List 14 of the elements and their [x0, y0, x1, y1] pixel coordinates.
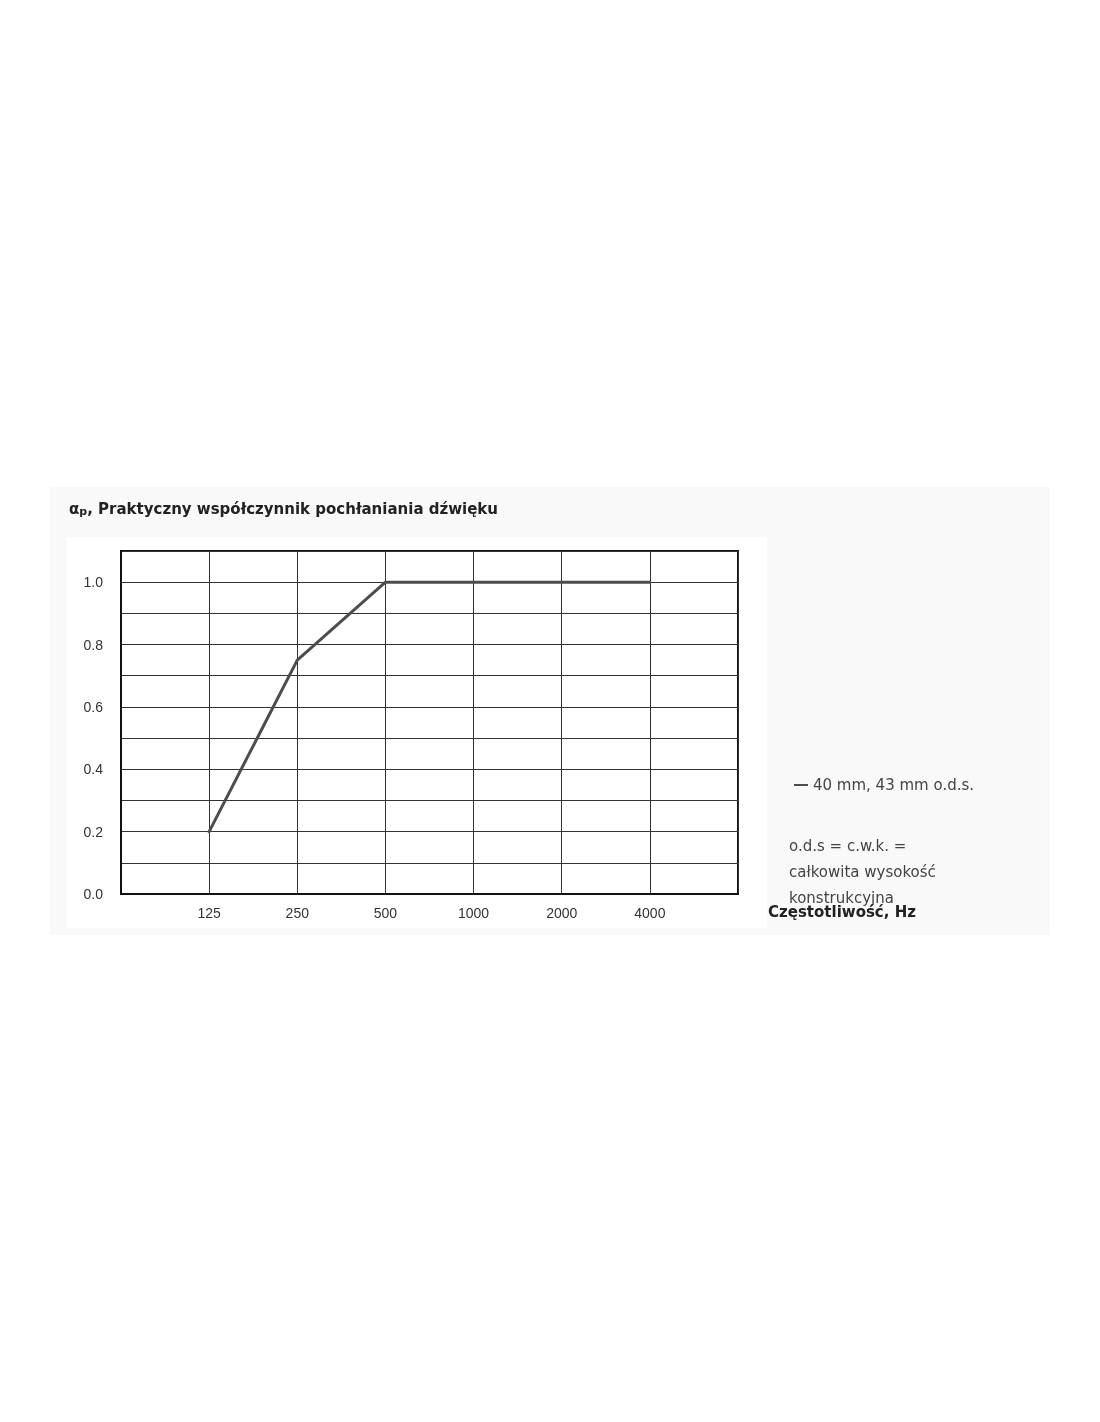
- x-tick-label: 250: [285, 905, 310, 921]
- legend-label: 40 mm, 43 mm o.d.s.: [813, 776, 975, 794]
- x-tick-label: 500: [373, 905, 398, 921]
- x-tick-label: 1000: [457, 905, 490, 921]
- y-tick-label: 0.6: [83, 698, 104, 715]
- y-tick-label: 1.0: [83, 574, 104, 591]
- y-tick-label: 0.8: [83, 636, 104, 653]
- x-tick-label: 4000: [634, 905, 666, 921]
- chart-title: αp, Praktyczny współczynnik pochłaniania dźwięku: [69, 499, 499, 518]
- y-tick-label: 0.4: [83, 761, 104, 778]
- x-tick-label: 2000: [546, 905, 578, 921]
- y-tick-label: 0.2: [83, 823, 104, 840]
- y-tick-label: 0.0: [83, 886, 104, 902]
- x-tick-label: 125: [197, 905, 222, 921]
